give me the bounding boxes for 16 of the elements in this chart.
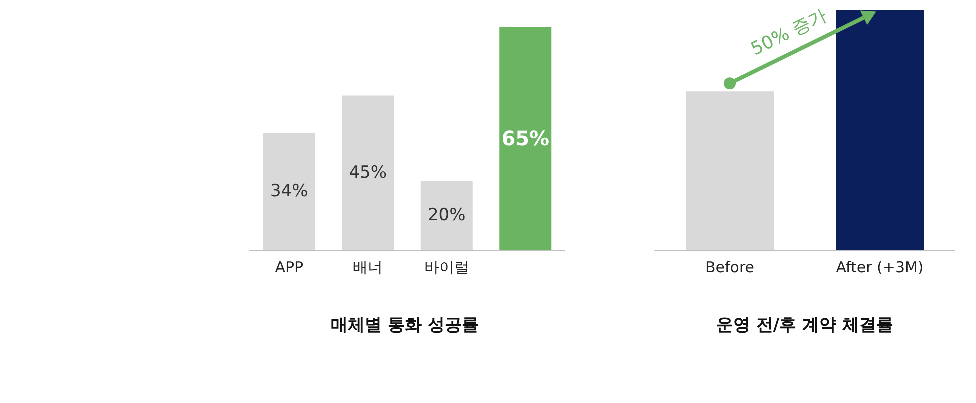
x-tick-label: After (+3M): [836, 258, 924, 276]
text: 매체별 통화 성공률: [331, 316, 479, 336]
data-label: 45%: [349, 162, 388, 183]
data-label: 65%: [502, 126, 550, 151]
annotation: 50% 증가: [748, 5, 831, 60]
data-label: 34%: [270, 182, 308, 202]
bar: [342, 96, 394, 250]
bar: [500, 27, 552, 250]
data-label: 20%: [428, 206, 466, 226]
text: 운영 전/후 계약 체결률: [716, 316, 894, 336]
x-tick-label: 바이럴: [424, 258, 470, 276]
bar: [420, 181, 473, 250]
x-tick-label: 배너: [353, 258, 384, 276]
x-tick-label: APP: [275, 258, 304, 276]
bar: [263, 133, 316, 250]
x-tick-label: Before: [705, 258, 755, 276]
